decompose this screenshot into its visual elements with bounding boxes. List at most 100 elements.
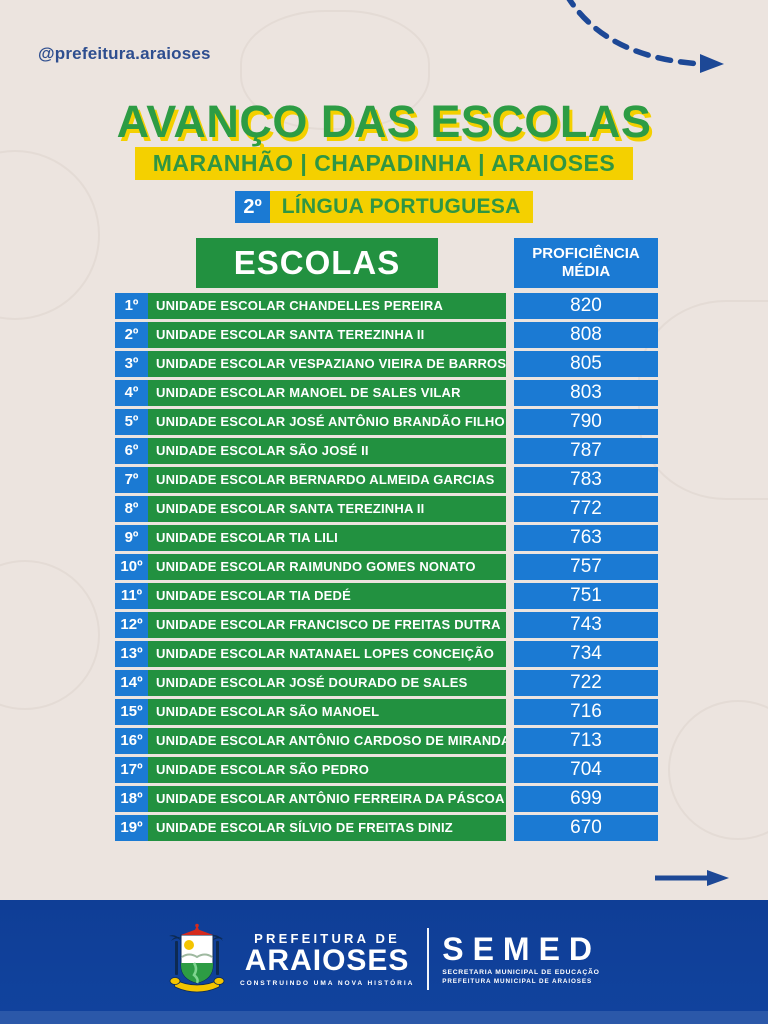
rank-badge: 8º	[115, 496, 148, 522]
row-gap	[506, 728, 514, 754]
row-gap	[506, 815, 514, 841]
rank-badge: 15º	[115, 699, 148, 725]
school-name: UNIDADE ESCOLAR ANTÔNIO CARDOSO DE MIRAN…	[156, 733, 506, 748]
school-bar: 10º UNIDADE ESCOLAR RAIMUNDO GOMES NONAT…	[115, 554, 506, 580]
school-ranking-list: 1º UNIDADE ESCOLAR CHANDELLES PEREIRA 82…	[115, 293, 658, 844]
score-cell: 808	[514, 322, 658, 348]
row-gap	[506, 757, 514, 783]
rank-badge: 14º	[115, 670, 148, 696]
column-header-proficiency-line2: MÉDIA	[561, 263, 611, 280]
score-cell: 820	[514, 293, 658, 319]
semed-title: SEMED	[442, 931, 602, 967]
prefecture-top-label: PREFEITURA DE	[254, 931, 401, 946]
school-name: UNIDADE ESCOLAR SÃO PEDRO	[156, 762, 370, 777]
score-cell: 763	[514, 525, 658, 551]
footer-bottom-strip	[0, 1011, 768, 1024]
rank-badge: 7º	[115, 467, 148, 493]
row-gap	[506, 525, 514, 551]
school-bar: 13º UNIDADE ESCOLAR NATANAEL LOPES CONCE…	[115, 641, 506, 667]
table-row: 6º UNIDADE ESCOLAR SÃO JOSÉ II 787	[115, 438, 658, 464]
column-header-proficiency-line1: PROFICIÊNCIA	[532, 245, 640, 262]
school-name: UNIDADE ESCOLAR SANTA TEREZINHA II	[156, 501, 425, 516]
school-bar: 15º UNIDADE ESCOLAR SÃO MANOEL	[115, 699, 506, 725]
table-row: 11º UNIDADE ESCOLAR TIA DEDÉ 751	[115, 583, 658, 609]
dashed-curve-arrow-icon	[566, 0, 724, 73]
school-bar: 1º UNIDADE ESCOLAR CHANDELLES PEREIRA	[115, 293, 506, 319]
table-row: 19º UNIDADE ESCOLAR SÍLVIO DE FREITAS DI…	[115, 815, 658, 841]
row-gap	[506, 699, 514, 725]
rank-badge: 19º	[115, 815, 148, 841]
table-row: 15º UNIDADE ESCOLAR SÃO MANOEL 716	[115, 699, 658, 725]
background-doodle	[668, 700, 768, 840]
score-cell: 743	[514, 612, 658, 638]
school-name: UNIDADE ESCOLAR TIA DEDÉ	[156, 588, 351, 603]
semed-subtitle-1: SECRETARIA MUNICIPAL DE EDUCAÇÃO	[442, 969, 600, 976]
region-subtitle: MARANHÃO | CHAPADINHA | ARAIOSES	[134, 147, 634, 180]
background-doodle	[240, 10, 430, 130]
school-bar: 12º UNIDADE ESCOLAR FRANCISCO DE FREITAS…	[115, 612, 506, 638]
table-row: 13º UNIDADE ESCOLAR NATANAEL LOPES CONCE…	[115, 641, 658, 667]
page-title: AVANÇO DAS ESCOLAS	[116, 96, 652, 147]
row-gap	[506, 293, 514, 319]
score-cell: 783	[514, 467, 658, 493]
row-gap	[506, 322, 514, 348]
school-name: UNIDADE ESCOLAR CHANDELLES PEREIRA	[156, 298, 444, 313]
rank-badge: 4º	[115, 380, 148, 406]
school-name: UNIDADE ESCOLAR SÃO MANOEL	[156, 704, 380, 719]
school-bar: 16º UNIDADE ESCOLAR ANTÔNIO CARDOSO DE M…	[115, 728, 506, 754]
school-bar: 4º UNIDADE ESCOLAR MANOEL DE SALES VILAR	[115, 380, 506, 406]
rank-badge: 12º	[115, 612, 148, 638]
score-cell: 805	[514, 351, 658, 377]
school-bar: 9º UNIDADE ESCOLAR TIA LILI	[115, 525, 506, 551]
prefecture-name: ARAIOSES	[244, 944, 410, 977]
school-name: UNIDADE ESCOLAR VESPAZIANO VIEIRA DE BAR…	[156, 356, 506, 371]
school-bar: 3º UNIDADE ESCOLAR VESPAZIANO VIEIRA DE …	[115, 351, 506, 377]
row-gap	[506, 409, 514, 435]
rank-badge: 6º	[115, 438, 148, 464]
rank-badge: 11º	[115, 583, 148, 609]
table-row: 12º UNIDADE ESCOLAR FRANCISCO DE FREITAS…	[115, 612, 658, 638]
table-row: 3º UNIDADE ESCOLAR VESPAZIANO VIEIRA DE …	[115, 351, 658, 377]
score-cell: 722	[514, 670, 658, 696]
table-row: 16º UNIDADE ESCOLAR ANTÔNIO CARDOSO DE M…	[115, 728, 658, 754]
score-cell: 699	[514, 786, 658, 812]
score-cell: 757	[514, 554, 658, 580]
score-cell: 751	[514, 583, 658, 609]
rank-badge: 13º	[115, 641, 148, 667]
school-name: UNIDADE ESCOLAR NATANAEL LOPES CONCEIÇÃO	[156, 646, 495, 661]
prefecture-wordmark: PREFEITURA DE ARAIOSES CONSTRUINDO UMA N…	[240, 931, 414, 987]
background-doodle	[0, 560, 100, 710]
school-bar: 6º UNIDADE ESCOLAR SÃO JOSÉ II	[115, 438, 506, 464]
footer-divider	[427, 928, 430, 990]
rank-badge: 1º	[115, 293, 148, 319]
grade-badge: 2º	[235, 191, 270, 223]
rank-badge: 5º	[115, 409, 148, 435]
rank-badge: 18º	[115, 786, 148, 812]
table-row: 2º UNIDADE ESCOLAR SANTA TEREZINHA II 80…	[115, 322, 658, 348]
score-cell: 772	[514, 496, 658, 522]
row-gap	[506, 641, 514, 667]
row-gap	[506, 583, 514, 609]
rank-badge: 2º	[115, 322, 148, 348]
arrow-right-icon	[655, 870, 729, 886]
table-row: 9º UNIDADE ESCOLAR TIA LILI 763	[115, 525, 658, 551]
school-bar: 19º UNIDADE ESCOLAR SÍLVIO DE FREITAS DI…	[115, 815, 506, 841]
table-row: 17º UNIDADE ESCOLAR SÃO PEDRO 704	[115, 757, 658, 783]
table-row: 18º UNIDADE ESCOLAR ANTÔNIO FERREIRA DA …	[115, 786, 658, 812]
row-gap	[506, 467, 514, 493]
school-bar: 2º UNIDADE ESCOLAR SANTA TEREZINHA II	[115, 322, 506, 348]
school-name: UNIDADE ESCOLAR TIA LILI	[156, 530, 338, 545]
row-gap	[506, 438, 514, 464]
table-row: 10º UNIDADE ESCOLAR RAIMUNDO GOMES NONAT…	[115, 554, 658, 580]
score-cell: 716	[514, 699, 658, 725]
rank-badge: 17º	[115, 757, 148, 783]
semed-subtitle-2: PREFEITURA MUNICIPAL DE ARAIOSES	[442, 978, 593, 985]
category-banner: 2º LÍNGUA PORTUGUESA	[0, 191, 768, 223]
school-name: UNIDADE ESCOLAR JOSÉ DOURADO DE SALES	[156, 675, 468, 690]
coat-of-arms-icon	[168, 923, 225, 993]
school-name: UNIDADE ESCOLAR ANTÔNIO FERREIRA DA PÁSC…	[156, 791, 505, 806]
score-cell: 734	[514, 641, 658, 667]
score-cell: 704	[514, 757, 658, 783]
school-bar: 8º UNIDADE ESCOLAR SANTA TEREZINHA II	[115, 496, 506, 522]
